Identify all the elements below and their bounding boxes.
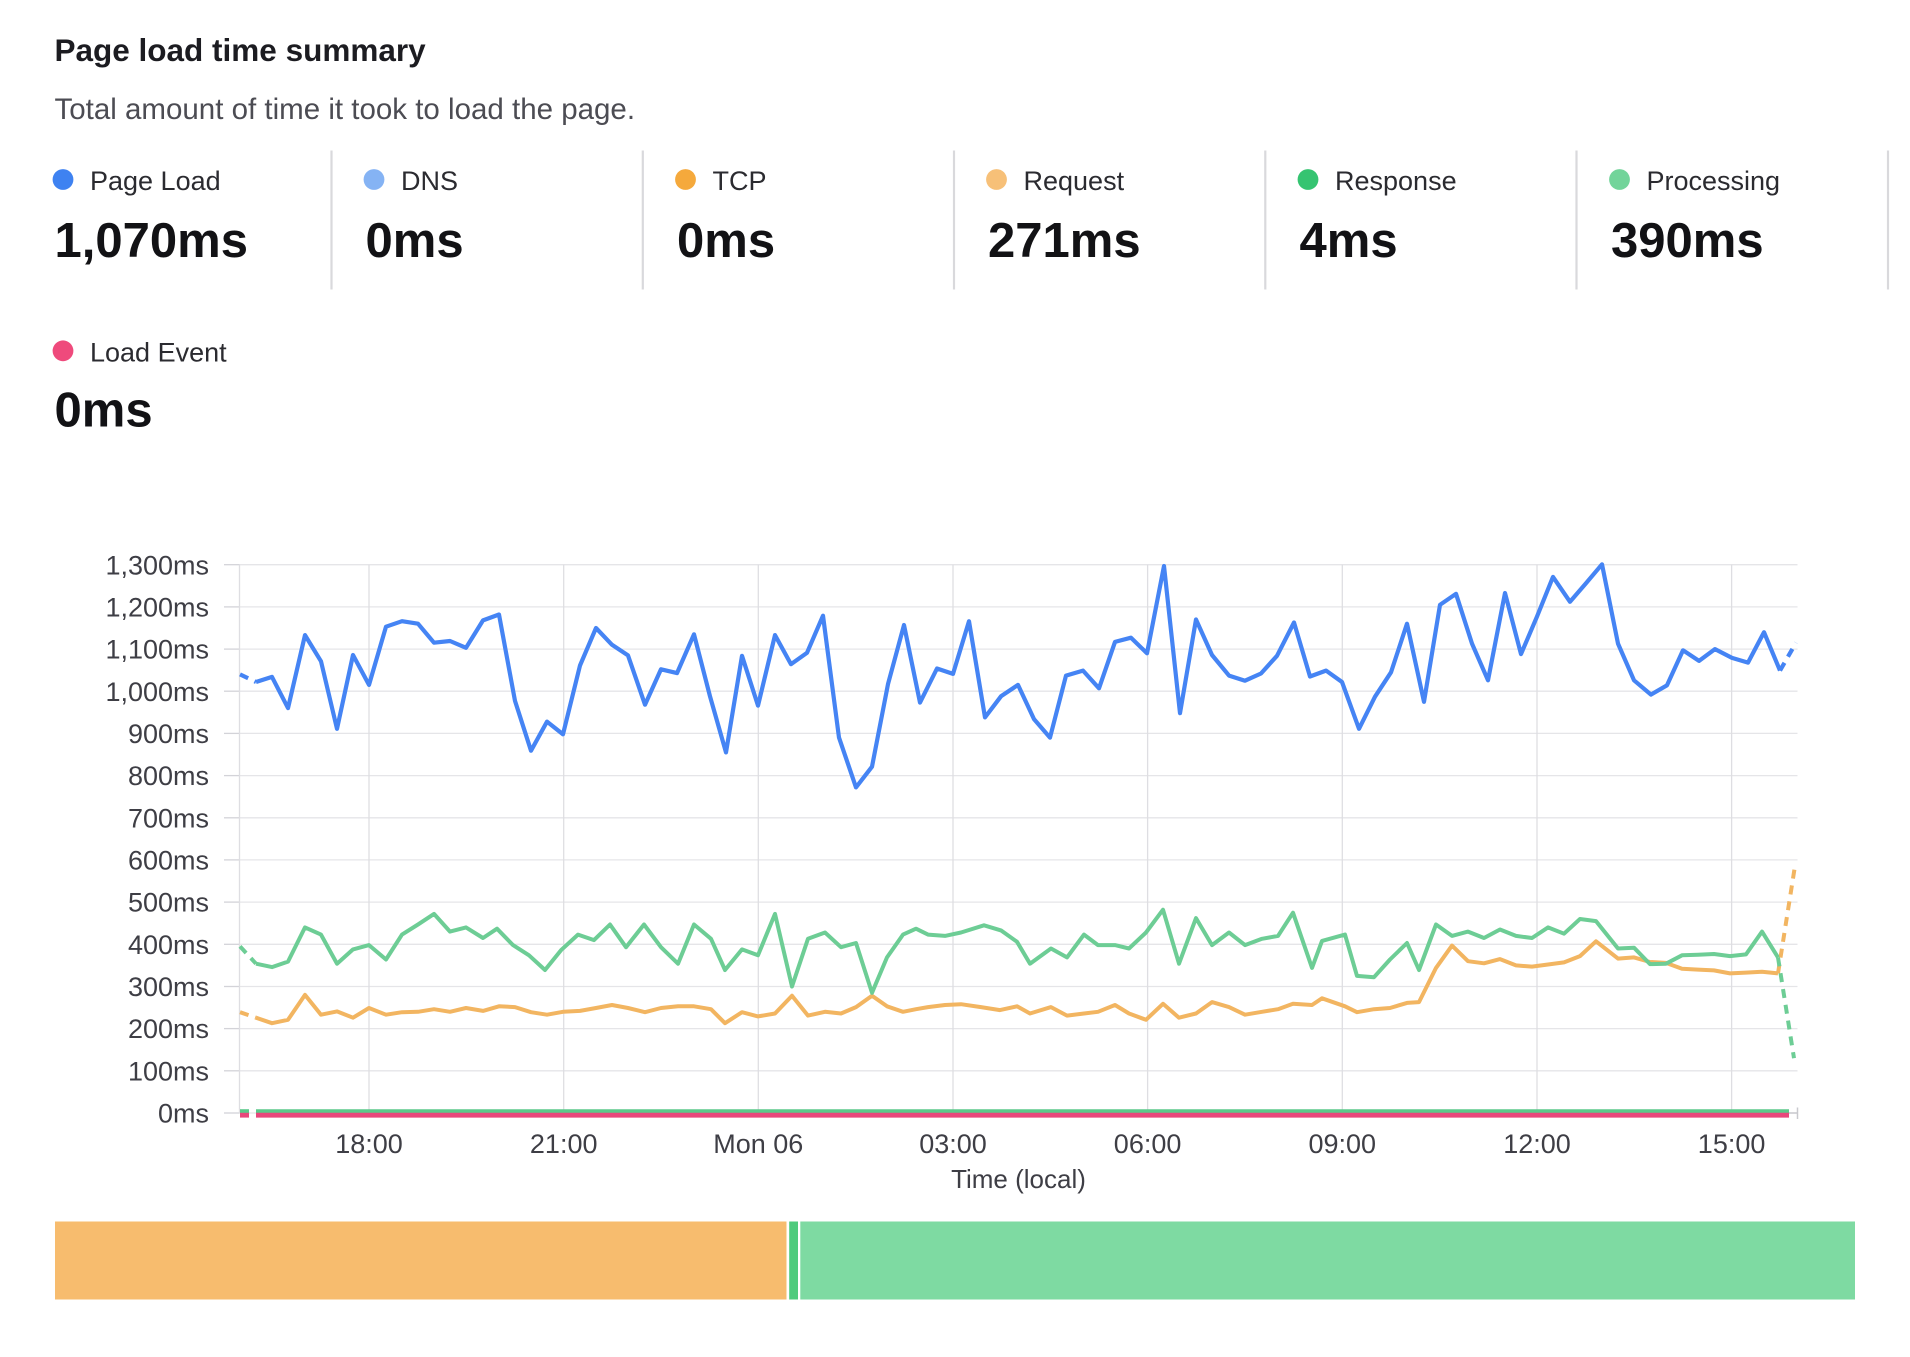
svg-text:Request: Request xyxy=(1024,166,1125,196)
svg-text:0ms: 0ms xyxy=(677,214,775,268)
svg-text:0ms: 0ms xyxy=(158,1099,209,1129)
svg-text:Total amount of time it took t: Total amount of time it took to load the… xyxy=(55,93,636,126)
svg-text:1,200ms: 1,200ms xyxy=(105,593,209,623)
svg-text:Processing: Processing xyxy=(1647,166,1781,196)
svg-text:Mon 06: Mon 06 xyxy=(713,1129,803,1159)
svg-text:15:00: 15:00 xyxy=(1698,1129,1766,1159)
svg-text:Page load time summary: Page load time summary xyxy=(55,32,427,68)
svg-text:18:00: 18:00 xyxy=(335,1129,403,1159)
svg-text:0ms: 0ms xyxy=(55,383,153,437)
svg-text:Response: Response xyxy=(1335,166,1457,196)
svg-text:400ms: 400ms xyxy=(128,930,209,960)
svg-text:Page Load: Page Load xyxy=(90,166,221,196)
svg-text:390ms: 390ms xyxy=(1611,214,1764,268)
svg-text:09:00: 09:00 xyxy=(1309,1129,1377,1159)
svg-text:1,100ms: 1,100ms xyxy=(105,635,209,665)
svg-text:12:00: 12:00 xyxy=(1503,1129,1571,1159)
svg-text:300ms: 300ms xyxy=(128,972,209,1002)
svg-text:1,300ms: 1,300ms xyxy=(105,550,209,580)
svg-text:DNS: DNS xyxy=(401,166,458,196)
svg-text:21:00: 21:00 xyxy=(530,1129,598,1159)
svg-text:600ms: 600ms xyxy=(128,846,209,876)
svg-text:271ms: 271ms xyxy=(988,214,1141,268)
svg-text:1,070ms: 1,070ms xyxy=(55,214,248,268)
svg-text:800ms: 800ms xyxy=(128,761,209,791)
svg-text:900ms: 900ms xyxy=(128,719,209,749)
svg-text:0ms: 0ms xyxy=(366,214,464,268)
svg-text:500ms: 500ms xyxy=(128,888,209,918)
svg-text:200ms: 200ms xyxy=(128,1014,209,1044)
svg-text:Time (local): Time (local) xyxy=(951,1164,1086,1194)
svg-text:Load Event: Load Event xyxy=(90,338,227,368)
svg-text:06:00: 06:00 xyxy=(1114,1129,1182,1159)
svg-text:4ms: 4ms xyxy=(1300,214,1398,268)
svg-text:03:00: 03:00 xyxy=(919,1129,987,1159)
svg-text:100ms: 100ms xyxy=(128,1056,209,1086)
svg-text:1,000ms: 1,000ms xyxy=(105,677,209,707)
svg-text:TCP: TCP xyxy=(713,166,767,196)
svg-text:700ms: 700ms xyxy=(128,803,209,833)
